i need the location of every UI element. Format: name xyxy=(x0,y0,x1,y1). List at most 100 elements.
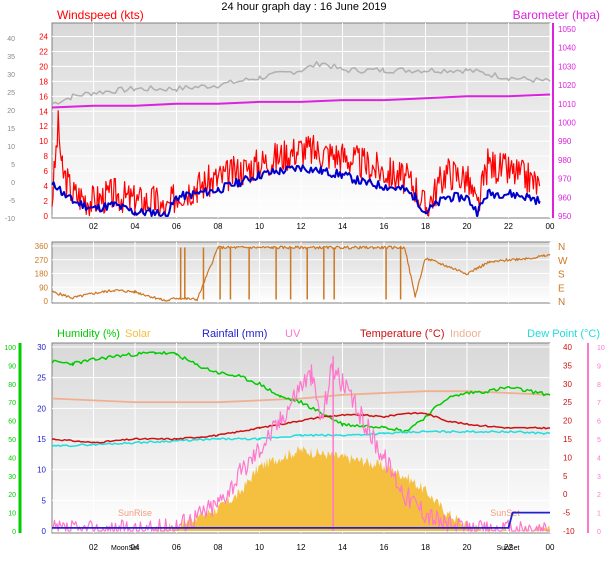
direction-tick-label: 360 xyxy=(35,242,49,251)
wind-tick-label: 16 xyxy=(39,92,48,101)
humidity-tick: 20 xyxy=(8,492,16,499)
average-wind-line xyxy=(51,164,541,217)
outer-tick-label: 40 xyxy=(7,36,15,43)
dewpoint-line xyxy=(51,430,551,448)
outer-tick-label: 25 xyxy=(7,90,15,97)
outer-tick-label: 0 xyxy=(11,180,15,187)
sunrise-label: SunRise xyxy=(118,508,152,518)
sunset-bottom-label: SunSet xyxy=(497,545,520,552)
gust-line xyxy=(51,110,541,217)
uv-tick: 4 xyxy=(597,455,601,462)
outer-tick-label: 15 xyxy=(7,126,15,133)
compass-label: W xyxy=(558,256,568,267)
climate-x-tick: 08 xyxy=(214,543,223,552)
temp-tick: -10 xyxy=(563,527,575,536)
outer-tick-label: 10 xyxy=(7,144,15,151)
baro-tick-label: 960 xyxy=(558,193,572,202)
wind-x-tick: 16 xyxy=(380,222,389,231)
barometer-axis-label: Barometer (hpa) xyxy=(513,8,600,22)
uv-tick: 10 xyxy=(597,345,605,352)
humidity-line xyxy=(51,351,551,434)
wind-x-tick: 18 xyxy=(421,222,430,231)
temperature-label: Temperature (°C) xyxy=(360,328,444,340)
climate-x-tick: 20 xyxy=(463,543,472,552)
compass-label: S xyxy=(558,270,565,281)
humidity-tick: 60 xyxy=(8,419,16,426)
baro-tick-label: 950 xyxy=(558,212,572,221)
compass-label: E xyxy=(558,283,565,294)
humidity-tick: 10 xyxy=(8,511,16,518)
barometer-line xyxy=(51,93,551,109)
uv-tick: 9 xyxy=(597,363,601,370)
rain-tick: 0 xyxy=(42,527,47,536)
uv-tick: 3 xyxy=(597,474,601,481)
wind-axis-label: Windspeed (kts) xyxy=(57,8,144,22)
climate-x-tick: 04 xyxy=(131,543,140,552)
wind-x-tick: 00 xyxy=(546,222,555,231)
uv-tick: 7 xyxy=(597,400,601,407)
temperature-line xyxy=(51,411,550,444)
climate-x-tick: 02 xyxy=(89,543,98,552)
temp-tick: 40 xyxy=(563,343,572,352)
temp-tick: 35 xyxy=(563,361,572,370)
climate-x-tick: 18 xyxy=(421,543,430,552)
direction-tick-label: 0 xyxy=(44,297,49,306)
wind-x-tick: 20 xyxy=(463,222,472,231)
uv-tick: 2 xyxy=(597,492,601,499)
humidity-tick: 0 xyxy=(12,529,16,536)
wind-x-tick: 10 xyxy=(255,222,264,231)
wind-tick-label: 14 xyxy=(39,107,48,116)
rainfall-line xyxy=(52,511,550,529)
outer-tick-label: 30 xyxy=(7,72,15,79)
uv-tick: 8 xyxy=(597,382,601,389)
rain-tick: 30 xyxy=(37,343,46,352)
moonset-bottom-label: MoonSet xyxy=(111,545,139,552)
wind-x-tick: 22 xyxy=(504,222,513,231)
wind-tick-label: 10 xyxy=(39,137,48,146)
direction-tick-label: 180 xyxy=(35,270,49,279)
climate-x-tick: 00 xyxy=(546,543,555,552)
wind-tick-label: 0 xyxy=(44,212,49,221)
rain-tick: 5 xyxy=(42,496,47,505)
climate-x-tick: 22 xyxy=(504,543,513,552)
outer-tick-label: -10 xyxy=(5,216,15,223)
wind-x-tick: 02 xyxy=(89,222,98,231)
wind-tick-label: 4 xyxy=(44,182,49,191)
baro-tick-label: 1040 xyxy=(558,44,576,53)
page-title: 24 hour graph day : 16 June 2019 xyxy=(221,1,386,13)
wind-tick-label: 12 xyxy=(39,122,48,131)
baro-tick-label: 970 xyxy=(558,175,572,184)
humidity-tick: 40 xyxy=(8,455,16,462)
wind-tick-label: 8 xyxy=(44,152,49,161)
outer-tick-label: -5 xyxy=(9,198,15,205)
humidity-tick: 100 xyxy=(4,345,16,352)
outer-tick-label: 5 xyxy=(11,162,15,169)
uv-label: UV xyxy=(285,328,301,340)
uv-tick: 6 xyxy=(597,419,601,426)
uv-tick: 5 xyxy=(597,437,601,444)
wind-tick-label: 24 xyxy=(39,32,48,41)
baro-tick-label: 1050 xyxy=(558,25,576,34)
wind-x-tick: 04 xyxy=(131,222,140,231)
climate-x-tick: 16 xyxy=(380,543,389,552)
sunset-label: SunSet xyxy=(490,508,520,518)
indoor-gray-line xyxy=(51,61,551,105)
rain-tick: 20 xyxy=(37,404,46,413)
wind-tick-label: 22 xyxy=(39,47,48,56)
wind-x-tick: 12 xyxy=(297,222,306,231)
direction-line xyxy=(51,245,551,302)
wind-tick-label: 6 xyxy=(44,167,49,176)
rain-tick: 25 xyxy=(37,374,46,383)
wind-x-tick: 06 xyxy=(172,222,181,231)
temp-tick: -5 xyxy=(563,509,571,518)
humidity-tick: 30 xyxy=(8,474,16,481)
uv-tick: 0 xyxy=(597,529,601,536)
baro-tick-label: 980 xyxy=(558,156,572,165)
humidity-tick: 80 xyxy=(8,382,16,389)
wind-x-tick: 14 xyxy=(338,222,347,231)
baro-tick-label: 1010 xyxy=(558,100,576,109)
uv-tick: 1 xyxy=(597,511,601,518)
wind-tick-label: 18 xyxy=(39,77,48,86)
